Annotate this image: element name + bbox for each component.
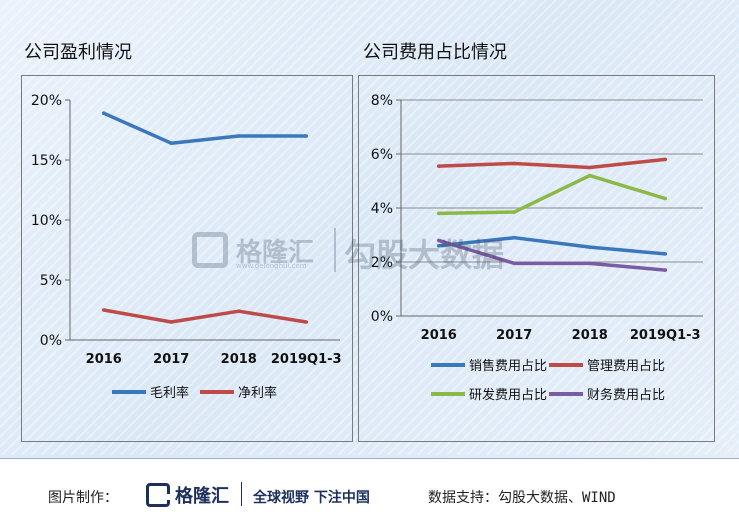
legend-label: 财务费用占比: [587, 387, 665, 403]
data-point: [436, 238, 441, 243]
data-point: [436, 211, 441, 216]
profit-chart-panel: 0% 5% 10% 15% 20% 2016 2017 2018 2019Q1-3 毛利率 净利率: [21, 75, 353, 442]
footer-slogan: 全球视野 下注中国: [253, 490, 370, 506]
y-tick-label: 15%: [31, 153, 62, 169]
y-tick-label: 2%: [371, 255, 393, 271]
series-line-2: [438, 173, 666, 216]
data-point: [512, 235, 517, 240]
legend-label: 研发费用占比: [469, 387, 547, 403]
series-line-0: [103, 111, 307, 145]
data-point: [101, 308, 106, 312]
data-point: [663, 252, 668, 256]
data-point: [587, 261, 592, 266]
y-tick-label: 10%: [31, 213, 62, 229]
y-tick-label: 5%: [40, 273, 62, 289]
data-point: [304, 134, 309, 138]
profit-chart: 0% 5% 10% 15% 20% 2016 2017 2018 2019Q1-3 毛利率 净利率: [31, 93, 342, 401]
expense-chart-panel: 0% 2% 4% 6% 8% 2016 2017 2018 2019Q1-3 销售费用占比 管理费用…: [358, 75, 715, 442]
footer-separator: [241, 482, 242, 506]
data-point: [587, 245, 592, 249]
data-point: [169, 141, 174, 145]
legend-label: 毛利率: [150, 385, 189, 401]
chart-title-expense: 公司费用占比情况: [363, 42, 507, 63]
data-point: [512, 261, 517, 266]
y-tick-label: 0%: [40, 333, 62, 349]
x-tick-label: 2019Q1-3: [271, 352, 342, 367]
series-line-1: [103, 308, 307, 324]
data-point: [587, 165, 592, 170]
data-point: [236, 309, 241, 313]
data-point: [304, 320, 309, 324]
footer-brand: 格隆汇: [175, 486, 229, 507]
chart-title-profit: 公司盈利情况: [24, 42, 132, 63]
data-point: [101, 111, 106, 115]
footer: [0, 459, 739, 531]
series-line-3: [438, 238, 666, 272]
y-tick-label: 4%: [371, 201, 393, 217]
data-point: [663, 157, 668, 162]
series-line-1: [438, 157, 666, 170]
data-point: [512, 161, 517, 166]
legend-label: 管理费用占比: [587, 359, 665, 374]
data-point: [169, 320, 174, 324]
footer-label: 图片制作：: [48, 490, 118, 506]
data-point: [663, 196, 668, 201]
x-tick-label: 2017: [496, 328, 532, 343]
x-tick-label: 2018: [572, 328, 608, 343]
footer-source: 数据支持：勾股大数据、WIND: [428, 490, 616, 506]
x-tick-label: 2016: [86, 352, 122, 367]
x-tick-label: 2016: [421, 328, 457, 343]
data-point: [436, 244, 441, 248]
y-tick-label: 0%: [371, 309, 393, 325]
y-tick-label: 6%: [371, 147, 393, 163]
data-point: [587, 173, 592, 178]
series-line-0: [438, 235, 666, 256]
x-tick-label: 2018: [221, 352, 257, 367]
x-tick-label: 2019Q1-3: [630, 328, 701, 343]
y-tick-label: 20%: [31, 93, 62, 109]
footer-divider: [0, 458, 739, 459]
legend-label: 销售费用占比: [469, 358, 547, 374]
legend-label: 净利率: [238, 385, 277, 401]
data-point: [236, 134, 241, 138]
data-point: [663, 268, 668, 272]
data-point: [512, 210, 517, 214]
brand-logo-icon: [146, 483, 170, 507]
expense-chart: 0% 2% 4% 6% 8% 2016 2017 2018 2019Q1-3 销售费用占比 管理费用…: [371, 93, 703, 403]
x-tick-label: 2017: [153, 352, 189, 367]
data-point: [436, 164, 441, 168]
y-tick-label: 8%: [371, 93, 393, 109]
